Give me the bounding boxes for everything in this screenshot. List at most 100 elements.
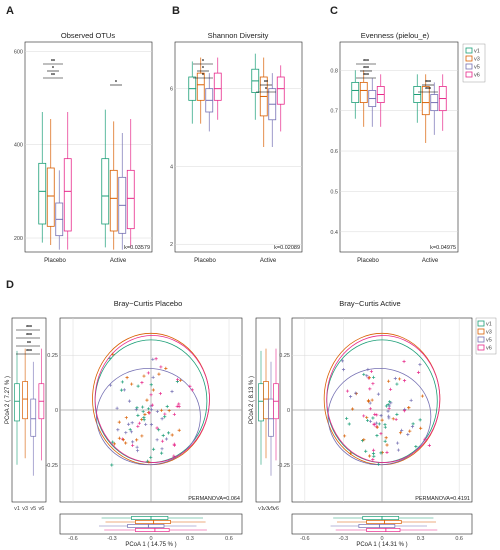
- significance-label: ***: [425, 87, 431, 93]
- sample-point: [416, 370, 421, 374]
- sample-point: [117, 436, 121, 440]
- sample-point: [377, 422, 381, 426]
- sample-point: [364, 449, 368, 453]
- panel-label-a: A: [6, 5, 14, 17]
- significance-label: **: [27, 341, 31, 347]
- x-tick-label: v3: [263, 506, 269, 512]
- y-tick-label: 0.4: [330, 230, 338, 236]
- box: [127, 524, 165, 528]
- x-tick-label: Active: [422, 258, 439, 264]
- box: [213, 72, 222, 101]
- sample-point: [402, 409, 407, 413]
- legend-label: v6: [474, 73, 480, 79]
- sample-point: [370, 398, 374, 402]
- legend-label: v1: [474, 49, 480, 55]
- significance-label: ***: [363, 59, 369, 65]
- sample-point: [140, 434, 144, 438]
- sample-point: [386, 409, 390, 413]
- x-tick-label: v6: [273, 506, 279, 512]
- x-tick-label: 0.3: [417, 536, 425, 542]
- sample-point: [367, 454, 372, 458]
- plot-panel: [339, 41, 459, 253]
- sample-point: [124, 441, 128, 445]
- sample-point: [190, 388, 194, 392]
- permanova-annotation: PERMANOVA=0.064: [188, 496, 240, 502]
- sample-point: [376, 392, 381, 396]
- sample-point: [366, 367, 370, 372]
- y-tick-label: 600: [14, 49, 23, 55]
- significance-label: **: [51, 59, 55, 65]
- sample-point: [365, 374, 369, 378]
- sample-point: [140, 405, 145, 409]
- sample-point: [379, 451, 383, 455]
- sample-point: [394, 417, 398, 422]
- x-tick-label: -0.6: [300, 536, 309, 542]
- sample-point: [362, 372, 366, 377]
- sample-point: [166, 431, 171, 435]
- x-tick-label: 0: [149, 536, 152, 542]
- significance-label: ***: [26, 333, 32, 339]
- sample-point: [160, 447, 164, 451]
- significance-label: *: [52, 66, 54, 72]
- sample-point: [395, 412, 399, 417]
- sample-point: [146, 371, 150, 375]
- sample-point: [348, 395, 353, 399]
- sample-point: [379, 413, 383, 418]
- boxplot-area: 246******: [170, 53, 302, 248]
- sample-point: [128, 427, 132, 432]
- ordination-plot: -0.6 -0.3 0 0.3 0.6 -0.25 0 0.25: [277, 318, 472, 542]
- legend-swatch: [465, 55, 473, 62]
- x-tick-label: v1: [14, 506, 20, 512]
- sample-point: [161, 433, 165, 438]
- sample-point: [342, 434, 347, 438]
- sample-point: [136, 413, 140, 417]
- y-tick-label: 4: [170, 164, 173, 170]
- sample-point: [410, 425, 415, 429]
- sample-point: [348, 451, 353, 455]
- boxplot-area: 0.40.50.60.70.8***************: [330, 59, 458, 236]
- sample-point: [147, 411, 152, 415]
- box: [196, 72, 205, 101]
- sample-point: [384, 436, 388, 440]
- legend-label: v6: [486, 346, 492, 352]
- box: [258, 383, 264, 422]
- sample-point: [124, 431, 128, 435]
- y-tick-label: 6: [170, 87, 173, 93]
- sample-point: [126, 422, 131, 426]
- sample-point: [179, 378, 183, 382]
- box: [30, 398, 37, 437]
- significance-label: *: [202, 59, 204, 65]
- sample-point: [408, 429, 412, 433]
- sample-point: [383, 439, 387, 443]
- box: [135, 520, 171, 524]
- legend-swatch: [465, 71, 473, 78]
- sample-point: [158, 391, 162, 396]
- box: [101, 158, 110, 225]
- sample-point: [155, 409, 159, 414]
- sample-point: [143, 412, 147, 417]
- y-tick-label: -0.25: [277, 463, 290, 469]
- legend-swatch: [477, 328, 485, 335]
- sample-point: [341, 368, 346, 372]
- sample-point: [145, 398, 149, 402]
- legend-label: v5: [474, 65, 480, 71]
- sample-point: [384, 404, 389, 408]
- confidence-ellipse: [327, 367, 432, 466]
- sample-point: [115, 406, 119, 410]
- box: [135, 528, 170, 532]
- sample-point: [140, 381, 144, 385]
- box: [421, 86, 430, 116]
- sample-point: [142, 418, 146, 422]
- sample-point: [170, 389, 174, 394]
- sample-point: [131, 440, 135, 444]
- sample-point: [151, 447, 156, 451]
- sample-point: [134, 408, 138, 412]
- sample-point: [411, 422, 415, 426]
- sample-point: [385, 450, 389, 454]
- significance-label: ***: [363, 73, 369, 79]
- sample-point: [387, 379, 391, 383]
- sample-point: [365, 415, 369, 420]
- chart-title: Shannon Diversity: [208, 31, 269, 40]
- sample-point: [164, 437, 169, 441]
- sample-point: [159, 365, 163, 369]
